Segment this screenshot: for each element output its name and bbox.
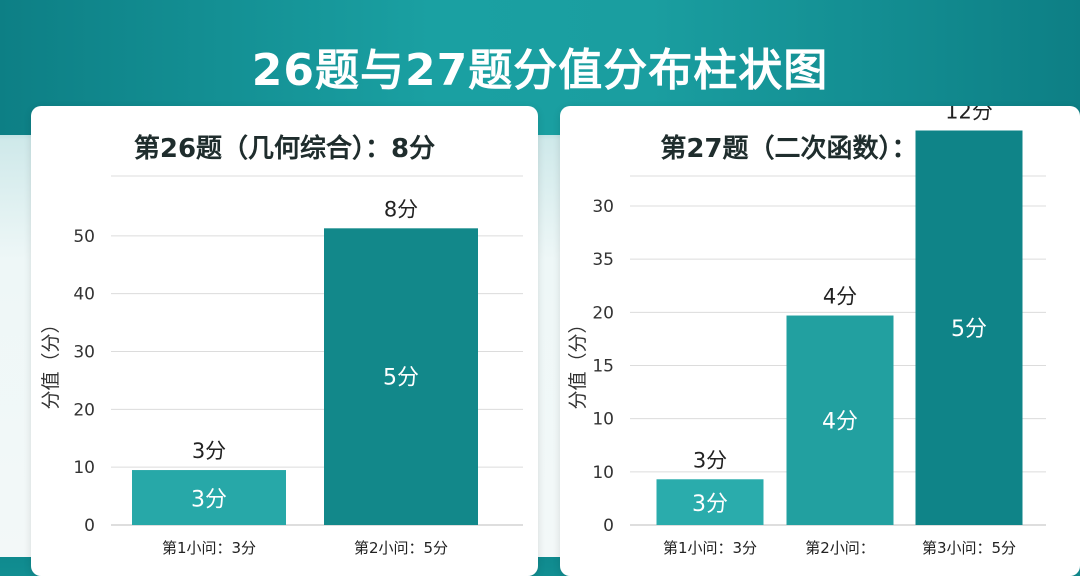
bar-inner-label: 4分 — [822, 409, 858, 434]
x-tick-label: 第1小问：3分 — [663, 539, 757, 557]
bar — [656, 479, 764, 525]
bar-inner-label: 5分 — [383, 366, 419, 391]
bar-inner-label: 5分 — [951, 317, 987, 342]
y-tick-label: 10 — [73, 458, 95, 478]
x-tick-label: 第2小问： — [805, 539, 875, 557]
bar — [786, 315, 894, 525]
x-tick-label: 第1小问：3分 — [162, 539, 256, 557]
bar-top-label: 8分 — [384, 197, 418, 221]
chart-panel-q27: 第27题（二次函数）：12分 0 10 10 15 20 35 30 分值（分） 3分 3分 第1小… — [560, 106, 1080, 576]
bar — [324, 228, 478, 525]
y-tick-label: 0 — [603, 516, 614, 536]
bar-top-label: 4分 — [823, 285, 857, 309]
chart-title: 第26题（几何综合）：8分 — [133, 134, 436, 164]
y-tick-label: 15 — [592, 357, 614, 377]
y-axis-label: 分值（分） — [567, 314, 589, 409]
y-tick-label: 0 — [84, 516, 95, 536]
y-tick-label: 10 — [592, 463, 614, 483]
chart-panel-q26: 第26题（几何综合）：8分 0 10 20 30 40 50 分值（分） 3分 3分第1小问：3… — [31, 106, 538, 576]
y-tick-label: 20 — [73, 400, 95, 420]
y-tick-label: 30 — [592, 197, 614, 217]
y-tick-label: 30 — [73, 343, 95, 363]
y-tick-label: 20 — [592, 303, 614, 323]
y-tick-label: 50 — [73, 227, 95, 247]
y-tick-label: 40 — [73, 285, 95, 305]
bar-top-label: 3分 — [693, 448, 727, 472]
y-axis-label: 分值（分） — [40, 314, 62, 409]
bar-inner-label: 3分 — [191, 488, 227, 513]
x-tick-label: 第2小问：5分 — [354, 539, 448, 557]
bar — [915, 130, 1023, 525]
bar-top-label: 3分 — [192, 439, 226, 463]
bar-inner-label: 3分 — [692, 492, 728, 517]
x-tick-label: 第3小问：5分 — [922, 539, 1016, 557]
page-title: 26题与27题分值分布柱状图 — [251, 45, 829, 96]
y-tick-label: 10 — [592, 410, 614, 430]
bar-top-label: 12分 — [945, 106, 993, 124]
y-tick-label: 35 — [592, 250, 614, 270]
bar — [132, 470, 286, 525]
